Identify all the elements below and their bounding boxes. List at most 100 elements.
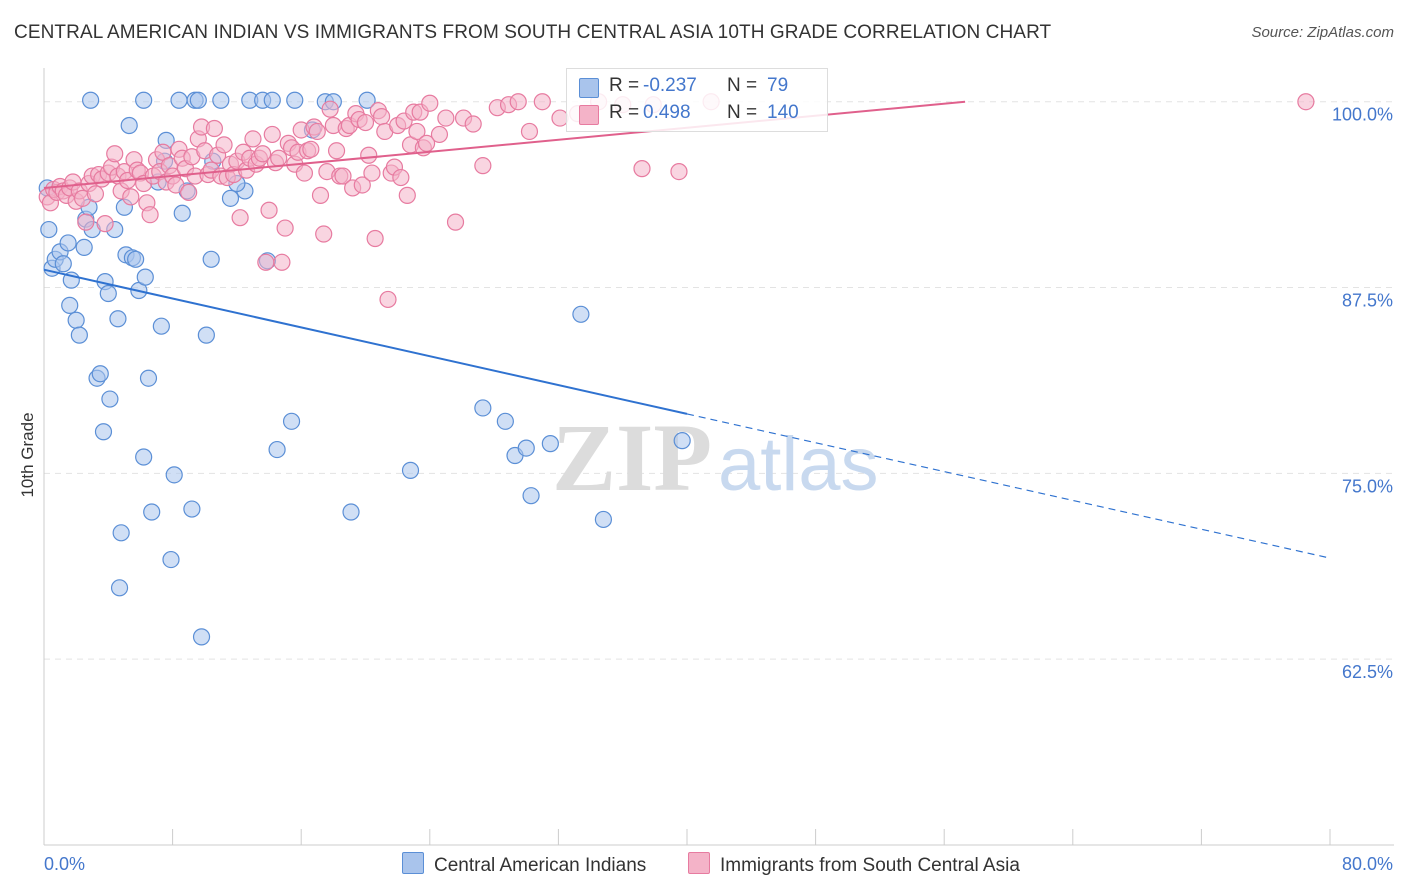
point-central-american-indians [522,487,540,505]
point-immigrants-south-central-asia [430,125,449,144]
point-immigrants-south-central-asia [215,136,233,154]
legend-swatch-blue [402,852,424,874]
point-immigrants-south-central-asia [392,168,410,187]
point-central-american-indians [594,510,613,529]
point-immigrants-south-central-asia [446,213,465,231]
point-central-american-indians [59,234,77,252]
point-immigrants-south-central-asia [205,119,223,138]
point-central-american-indians [401,461,420,479]
point-central-american-indians [282,412,301,430]
point-central-american-indians [135,91,153,109]
point-immigrants-south-central-asia [308,122,326,141]
point-immigrants-south-central-asia [276,219,294,237]
point-immigrants-south-central-asia [263,125,281,144]
watermark-atlas: atlas [718,422,879,507]
legend-swatch-pink [579,105,599,125]
point-immigrants-south-central-asia [334,167,352,185]
point-immigrants-south-central-asia [327,142,346,160]
point-central-american-indians [342,503,360,521]
point-immigrants-south-central-asia [533,93,551,111]
legend-item-immigrants-south-central-asia[interactable]: Immigrants from South Central Asia [688,852,1020,877]
point-central-american-indians [517,439,535,457]
point-central-american-indians [212,91,230,109]
point-immigrants-south-central-asia [167,176,185,194]
point-central-american-indians [40,220,58,239]
point-central-american-indians [197,326,215,344]
point-central-american-indians [139,369,158,387]
point-central-american-indians [263,91,281,109]
point-central-american-indians [101,390,119,408]
point-immigrants-south-central-asia [379,290,397,309]
point-immigrants-south-central-asia [437,109,455,127]
point-central-american-indians [99,284,117,303]
point-immigrants-south-central-asia [311,186,330,204]
point-central-american-indians [82,91,100,109]
point-central-american-indians [189,91,207,109]
watermark-zip: ZIP [552,404,712,511]
point-central-american-indians [173,204,191,222]
trend-line-blue [43,268,688,415]
legend-r-value: -0.237 [643,75,697,96]
point-immigrants-south-central-asia [106,145,124,163]
point-immigrants-south-central-asia [1297,93,1315,111]
point-central-american-indians [67,311,85,329]
point-immigrants-south-central-asia [366,229,384,248]
point-central-american-indians [572,305,590,323]
point-central-american-indians [109,310,127,328]
point-immigrants-south-central-asia [260,201,278,219]
point-central-american-indians [143,503,161,521]
point-immigrants-south-central-asia [464,115,482,133]
y-tick-label: 75.0% [1342,476,1393,496]
point-immigrants-south-central-asia [302,140,320,158]
point-central-american-indians [110,579,129,597]
point-central-american-indians [673,432,691,450]
point-immigrants-south-central-asia [372,107,391,126]
point-immigrants-south-central-asia [360,146,378,164]
legend-swatch-blue [579,78,599,98]
legend-n-value: 79 [767,75,789,96]
point-central-american-indians [127,250,145,268]
point-immigrants-south-central-asia [356,113,375,132]
point-central-american-indians [94,423,113,441]
chart-title: CENTRAL AMERICAN INDIAN VS IMMIGRANTS FR… [14,22,1052,43]
point-central-american-indians [165,466,183,484]
point-central-american-indians [54,255,72,273]
point-central-american-indians [75,238,93,257]
point-immigrants-south-central-asia [244,130,262,148]
correlation-legend: R = -0.237 N = 79 R = 0.498 N = 140 [566,68,828,132]
legend-item-central-american-indians[interactable]: Central American Indians [402,852,646,877]
legend-r-label: R = [609,102,640,123]
point-immigrants-south-central-asia [633,160,651,178]
legend-n-label: N = [727,102,758,123]
legend-item-label: Immigrants from South Central Asia [720,855,1020,876]
y-tick-label: 62.5% [1342,662,1393,682]
legend-swatch-pink [688,852,710,874]
point-immigrants-south-central-asia [353,176,371,194]
point-central-american-indians [170,91,188,109]
point-immigrants-south-central-asia [398,186,416,204]
point-central-american-indians [70,326,88,344]
point-immigrants-south-central-asia [295,164,314,182]
point-central-american-indians [91,365,109,383]
legend-r-value: 0.498 [643,102,691,123]
point-central-american-indians [183,500,201,518]
point-immigrants-south-central-asia [122,188,140,206]
point-central-american-indians [162,550,180,569]
point-central-american-indians [120,116,138,135]
point-central-american-indians [286,91,304,109]
point-immigrants-south-central-asia [363,164,381,182]
watermark: ZIP atlas [552,404,879,511]
trend-line-blue-extension [686,413,1331,559]
point-immigrants-south-central-asia [670,162,688,181]
point-immigrants-south-central-asia [474,157,492,175]
point-central-american-indians [358,91,376,109]
point-immigrants-south-central-asia [77,213,95,231]
point-immigrants-south-central-asia [257,253,275,271]
point-immigrants-south-central-asia [141,206,159,224]
point-central-american-indians [202,250,220,268]
y-tick-label: 87.5% [1342,291,1393,311]
point-immigrants-south-central-asia [231,209,249,227]
point-central-american-indians [61,296,79,314]
x-tick-label: 0.0% [44,854,85,874]
